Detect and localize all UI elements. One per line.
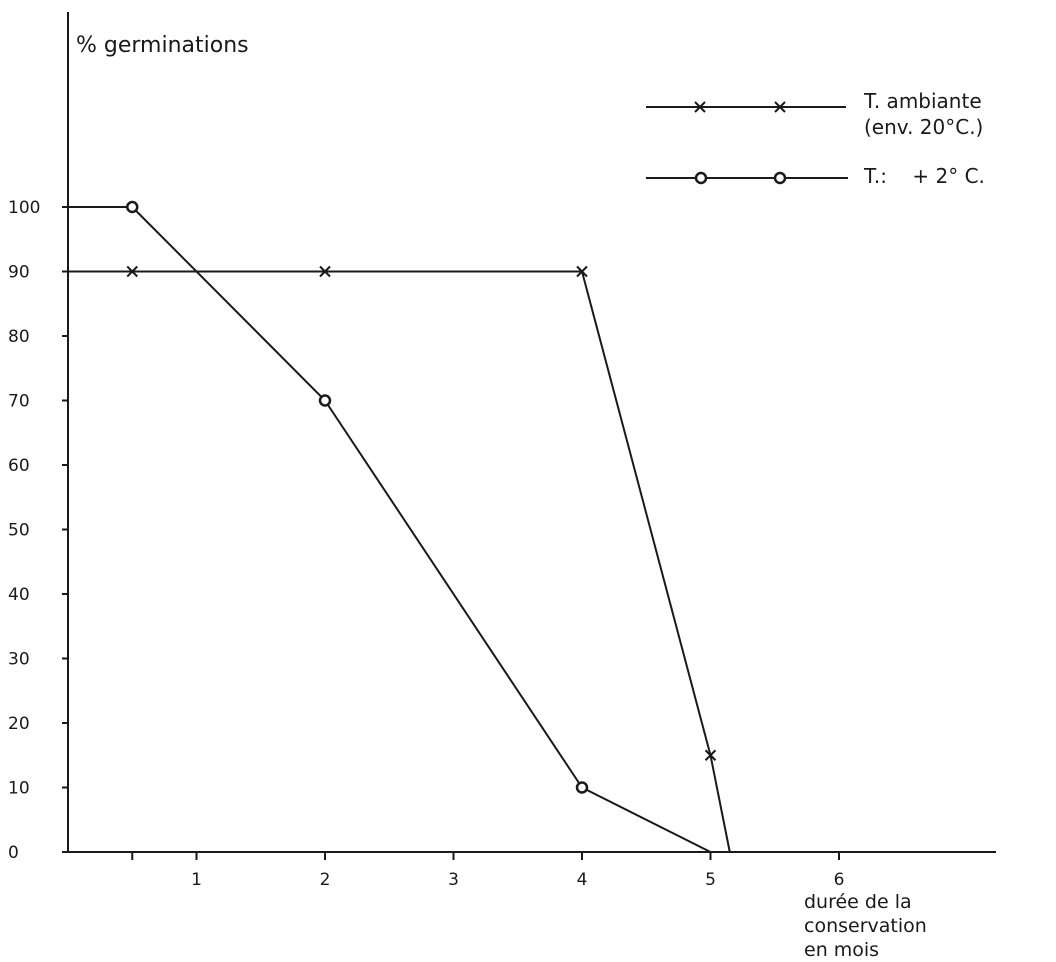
y-tick-label-30: 30	[8, 650, 30, 670]
y-tick-label-40: 40	[8, 585, 30, 605]
legend-x-marker-2	[774, 101, 786, 113]
y-tick-label-80: 80	[8, 327, 30, 347]
y-tick-label-10: 10	[8, 779, 30, 799]
legend-x-marker-1	[694, 101, 706, 113]
point-two-degrees-1	[126, 200, 139, 214]
x-tick-label-3: 3	[448, 870, 459, 890]
point-ambiante-2	[319, 265, 331, 278]
legend-entry-ambiante: T. ambiante (env. 20°C.)	[646, 89, 983, 139]
y-tick-label-60: 60	[8, 456, 30, 476]
y-tick-label-0: 0	[8, 843, 19, 863]
series-layer	[68, 200, 731, 853]
point-ambiante-3	[576, 265, 588, 278]
legend-o-marker-2	[773, 171, 787, 185]
x-tick-label-5: 5	[705, 870, 716, 890]
y-tick-label-90: 90	[8, 263, 30, 283]
point-two-degrees-2	[318, 394, 332, 407]
legend-label-ambiante-line-2: (env. 20°C.)	[864, 115, 983, 139]
point-ambiante-4	[704, 749, 717, 761]
y-tick-label-100: 100	[8, 198, 40, 218]
legend-label-ambiante-line-1: T. ambiante	[863, 89, 982, 113]
point-two-degrees-3	[575, 781, 589, 794]
series-line-ambiante	[68, 270, 731, 853]
legend: T. ambiante (env. 20°C.) T.: + 2° C.	[646, 89, 985, 188]
legend-entry-two-degrees: T.: + 2° C.	[646, 164, 985, 188]
x-axis-title-line-1: durée de la	[804, 891, 912, 913]
legend-label-two-degrees: T.: + 2° C.	[863, 164, 985, 188]
y-axis-title: % germinations	[76, 33, 249, 58]
x-tick-label-4: 4	[577, 870, 588, 890]
x-axis-title-line-2: conservation	[804, 915, 927, 937]
y-tick-label-70: 70	[8, 392, 30, 412]
x-tick-label-2: 2	[320, 870, 331, 890]
series-line-two-degrees	[68, 206, 711, 853]
y-tick-label-50: 50	[8, 521, 30, 541]
legend-o-marker-1	[694, 171, 708, 185]
point-ambiante-1	[126, 265, 138, 278]
x-tick-label-1: 1	[191, 870, 202, 890]
x-axis-ticks: 1 2 3 4 5 6	[131, 852, 845, 890]
y-tick-label-20: 20	[8, 714, 30, 734]
x-tick-label-6: 6	[834, 870, 845, 890]
x-axis-title-line-3: en mois	[804, 939, 879, 961]
y-axis-ticks: 0 10 20 30 40 50 60 70 80 90 100	[8, 198, 68, 863]
x-axis-title: durée de la conservation en mois	[804, 891, 927, 961]
